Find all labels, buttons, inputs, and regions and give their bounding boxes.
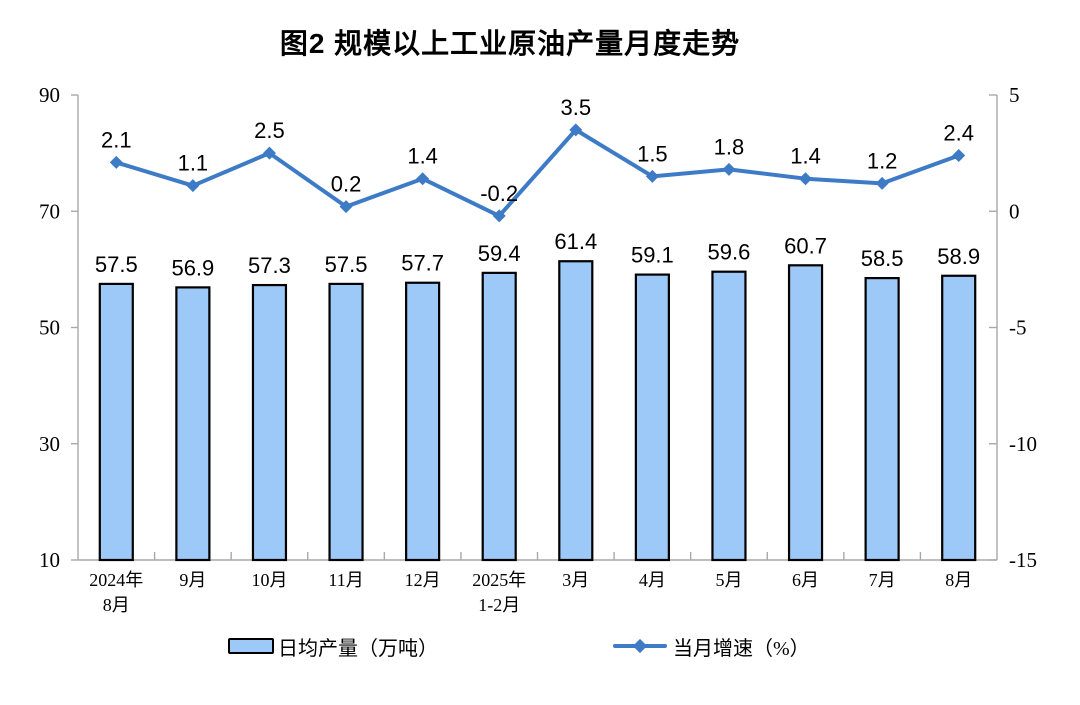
line-value-label: 2.4: [943, 120, 974, 145]
chart-title: 图2 规模以上工业原油产量月度走势: [279, 28, 741, 59]
line-marker: [645, 169, 659, 183]
line-value-label: 1.1: [178, 151, 209, 176]
x-axis-category-label: 8月: [103, 595, 130, 615]
x-axis-category-label: 4月: [639, 570, 666, 590]
line-marker: [492, 209, 506, 223]
bar: [481, 271, 517, 562]
x-axis-category-label: 1-2月: [478, 595, 520, 615]
bar: [787, 264, 824, 562]
right-axis-tick-label: -5: [1009, 316, 1027, 340]
left-axis-tick-label: 70: [39, 199, 60, 223]
bar-value-label: 59.6: [708, 240, 751, 265]
bar: [711, 270, 747, 562]
x-axis-category-label: 6月: [792, 570, 819, 590]
line-marker: [262, 146, 276, 160]
right-axis-tick-label: -15: [1009, 548, 1037, 572]
legend-line-label: 当月增速（%）: [673, 637, 810, 660]
bar-value-label: 60.7: [784, 233, 827, 258]
left-axis-tick-label: 10: [39, 548, 60, 572]
legend-bar-label: 日均产量（万吨）: [278, 637, 438, 660]
legend-line-swatch-icon: [613, 638, 667, 654]
x-axis-category-label: 10月: [251, 570, 287, 590]
line-value-label: 1.8: [714, 134, 745, 159]
line-value-label: -0.2: [480, 181, 518, 206]
line-marker: [416, 172, 430, 186]
bar: [175, 286, 211, 562]
x-axis-category-label: 2025年: [472, 570, 526, 590]
growth-line: [114, 127, 961, 218]
line-value-label: 2.5: [254, 118, 285, 143]
bar: [864, 276, 900, 562]
line-value-label: 1.4: [790, 144, 821, 169]
line-value-label: 0.2: [331, 172, 362, 197]
bar-value-label: 57.5: [95, 252, 138, 277]
bar: [328, 282, 364, 562]
x-axis-category-label: 5月: [715, 570, 742, 590]
line-marker: [186, 179, 200, 193]
bar: [251, 283, 288, 562]
legend-item-line-series: 当月增速（%）: [613, 633, 810, 660]
bar: [98, 282, 134, 562]
x-axis-category-label: 9月: [179, 570, 206, 590]
line-marker: [722, 162, 736, 176]
bar-value-label: 56.9: [171, 255, 214, 280]
x-axis-category-label: 11月: [328, 570, 363, 590]
x-axis-category-label: 2024年: [89, 570, 143, 590]
line-marker: [109, 155, 123, 169]
left-axis-tick-label: 50: [39, 316, 60, 340]
line-marker: [799, 172, 813, 186]
bar-value-label: 58.9: [937, 244, 980, 269]
bar: [558, 260, 594, 562]
right-axis-tick-label: 5: [1009, 83, 1020, 107]
line-marker: [875, 176, 889, 190]
bar-value-label: 59.1: [631, 243, 674, 268]
line-value-label: 1.4: [407, 144, 438, 169]
line-marker: [569, 123, 583, 137]
x-axis-category-label: 12月: [405, 570, 441, 590]
bar-value-label: 57.5: [325, 252, 368, 277]
bar-value-label: 58.5: [861, 246, 904, 271]
bar: [941, 274, 977, 562]
left-axis-tick-label: 30: [39, 432, 60, 456]
line-value-label: 3.5: [560, 95, 591, 120]
bar: [634, 273, 670, 562]
bar-value-label: 61.4: [554, 229, 597, 254]
left-axis-tick-label: 90: [39, 83, 60, 107]
x-axis-category-label: 8月: [945, 570, 972, 590]
line-value-label: 2.1: [101, 127, 132, 152]
x-axis-category-label: 7月: [869, 570, 896, 590]
bar-value-label: 57.7: [401, 251, 444, 276]
line-value-label: 1.5: [637, 141, 668, 166]
legend-item-bar-series: 日均产量（万吨）: [228, 633, 438, 660]
legend-bar-swatch-icon: [228, 638, 274, 654]
x-axis-category-label: 3月: [562, 570, 589, 590]
line-marker: [339, 200, 353, 214]
right-axis-tick-label: -10: [1009, 432, 1037, 456]
line-value-label: 1.2: [867, 148, 898, 173]
line-marker: [952, 148, 966, 162]
right-axis-tick-label: 0: [1009, 199, 1020, 223]
bar-value-label: 59.4: [478, 241, 521, 266]
bar-value-label: 57.3: [248, 253, 291, 278]
bar: [405, 281, 441, 562]
